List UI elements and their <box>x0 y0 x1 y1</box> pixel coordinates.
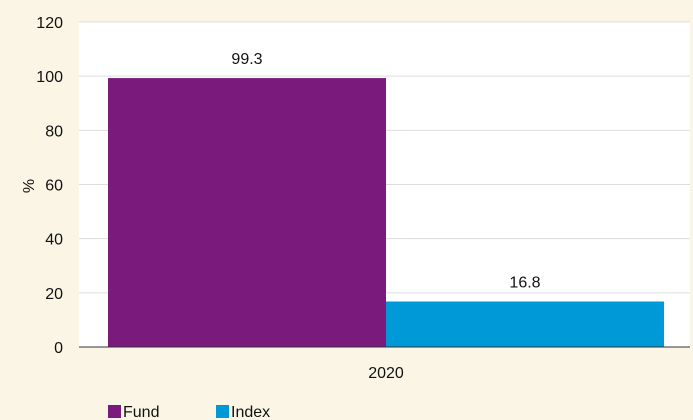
legend-swatch-index <box>216 405 229 418</box>
data-label-index: 16.8 <box>509 275 540 292</box>
legend: Fund Index <box>108 404 270 420</box>
y-tick-label: 100 <box>36 69 63 86</box>
x-tick-label: 2020 <box>368 365 404 382</box>
bar-index <box>386 301 664 347</box>
y-tick-label: 60 <box>45 178 63 195</box>
y-tick-label: 0 <box>54 340 63 357</box>
y-tick-label: 120 <box>36 15 63 32</box>
data-label-fund: 99.3 <box>231 51 262 68</box>
legend-label-index: Index <box>231 404 270 420</box>
bar-fund <box>108 78 386 347</box>
bars: 99.3 16.8 <box>108 51 664 347</box>
y-tick-label: 80 <box>45 123 63 140</box>
y-tick-label: 20 <box>45 286 63 303</box>
legend-label-fund: Fund <box>123 404 159 420</box>
y-axis-title: % <box>21 179 38 193</box>
y-tick-label: 40 <box>45 232 63 249</box>
legend-swatch-fund <box>108 405 121 418</box>
axes: 0 20 40 60 80 100 120 2020 <box>36 15 690 382</box>
